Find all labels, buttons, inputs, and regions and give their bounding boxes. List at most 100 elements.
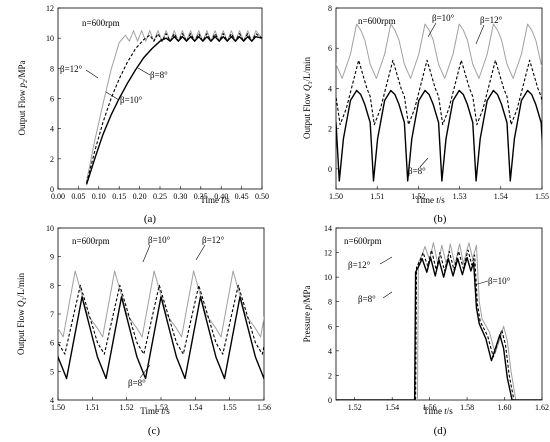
panel-c-ytick-label: 7 [50, 310, 54, 319]
panel-a-annotation: n=600rpm [82, 18, 120, 28]
panel-c: 1.50 1.51 1.52 1.53 1.54 1.55 1.56 4 5 6 7 8 9 10 n=6… [16, 224, 271, 437]
panel-a-series-1 [86, 33, 262, 184]
panel-a-xtick-label: 0.45 [235, 192, 249, 201]
panel-d-caption: (d) [434, 425, 447, 437]
panel-c-arrow-b8 [139, 364, 151, 379]
panel-d-ytick-label: 10 [324, 273, 332, 282]
panel-c-xtick-label: 1.54 [188, 403, 202, 412]
panel-a-ytick-label: 2 [50, 155, 54, 164]
panel-c-ytick-label: 9 [50, 253, 54, 262]
panel-c-ylabel: Output Flow Q1/L/min [16, 272, 28, 355]
panel-c-ticks: 1.50 1.51 1.52 1.53 1.54 1.55 1.56 4 5 6 7 8 9 10 [46, 224, 271, 412]
panel-b-arrow-b8 [419, 157, 429, 168]
panel-c-ytick-label: 4 [50, 396, 54, 405]
panel-b-ytick-label: 4 [328, 84, 332, 93]
panel-b-xtick-label: 1.53 [453, 192, 467, 201]
panel-d-series [336, 242, 542, 400]
panel-a-xtick-label: 0.50 [255, 192, 269, 201]
panel-a-xtick-label: 0.05 [71, 192, 85, 201]
panel-d-ytick-label: 14 [324, 224, 332, 233]
panel-b-ytick-label: 6 [328, 44, 332, 53]
panel-c-xtick-label: 1.53 [154, 403, 168, 412]
panel-d-label-b10: β=10° [488, 276, 511, 286]
panel-a-label-b12: β=12° [60, 64, 83, 74]
panel-b-ticks: 1.50 1.51 1.52 1.53 1.54 1.55 0 2 4 6 8 [328, 4, 549, 201]
panel-d-label-b12: β=12° [348, 260, 371, 270]
panel-c-label-b10: β=10° [148, 235, 171, 245]
panel-a-xtick-label: 0.35 [194, 192, 208, 201]
panel-d-ytick-label: 8 [328, 298, 332, 307]
panel-b-series-0 [336, 23, 542, 79]
panel-d: 1.52 1.54 1.56 1.58 1.60 1.62 0 2 4 6 8 10 12 14 n=60… [302, 224, 549, 437]
panel-a-ytick-label: 0 [50, 185, 54, 194]
panel-a-xtick-label: 0.30 [173, 192, 187, 201]
panel-c-xtick-label: 1.51 [85, 403, 99, 412]
panel-b-xtick-label: 1.52 [411, 192, 425, 201]
panel-d-arrow-b10 [473, 280, 489, 286]
panel-a-xtick-label: 0.25 [153, 192, 167, 201]
panel-a-caption: (a) [144, 213, 157, 225]
panel-c-series [58, 270, 264, 380]
panel-d-arrow-b12 [379, 256, 393, 265]
panel-b-ylabel: Output Flow Q1/L/min [302, 56, 314, 139]
panel-d-xtick-label: 1.54 [385, 403, 399, 412]
panel-a-ytick-label: 12 [46, 4, 54, 13]
panel-a-label-b10: β=10° [120, 95, 143, 105]
panel-b-label-b8: β=8° [408, 166, 426, 176]
panel-b-xtick-label: 1.54 [494, 192, 508, 201]
panel-a-ticks: 0.00 0.05 0.10 0.15 0.20 0.25 0.30 0.35 0.40 0.45… [46, 4, 269, 201]
panel-b-xtick-label: 1.50 [329, 192, 343, 201]
panel-b: 1.50 1.51 1.52 1.53 1.54 1.55 0 2 4 6 8 n=600rpm O… [302, 4, 549, 225]
panel-a-ytick-label: 8 [50, 64, 54, 73]
panel-d-xtick-label: 1.60 [498, 403, 512, 412]
panel-c-xtick-label: 1.55 [223, 403, 237, 412]
panel-d-label-b8: β=8° [358, 294, 376, 304]
panel-d-ytick-label: 6 [328, 322, 332, 331]
panel-c-xlabel: Time t/s [140, 406, 170, 416]
panel-c-xtick-label: 1.50 [51, 403, 65, 412]
panel-a-arrow-b8 [137, 67, 151, 76]
panel-a-arrow-b12 [85, 69, 99, 79]
panel-b-ytick-label: 8 [328, 4, 332, 13]
panel-a-series [85, 30, 262, 185]
panel-d-xtick-label: 1.62 [535, 403, 549, 412]
panel-a-arrow-b10 [105, 91, 120, 101]
panel-a-ytick-label: 10 [46, 34, 54, 43]
panel-a-label-b8: β=8° [150, 70, 168, 80]
panel-a-ylabel: Output Flow p2/MPa [17, 60, 29, 135]
panel-d-ytick-label: 0 [328, 396, 332, 405]
panel-a-ytick-label: 4 [50, 125, 54, 134]
panel-a-xtick-label: 0.40 [214, 192, 228, 201]
panel-c-annotation: n=600rpm [72, 236, 110, 246]
panel-a-series-2 [85, 35, 262, 185]
panel-d-xtick-label: 1.56 [423, 403, 437, 412]
panel-d-series-2 [336, 256, 542, 400]
panel-b-arrow-b12 [475, 24, 485, 45]
panel-c-ytick-label: 6 [50, 339, 54, 348]
panel-c-ytick-label: 5 [50, 367, 54, 376]
panel-b-xtick-label: 1.55 [535, 192, 549, 201]
panel-c-xtick-label: 1.52 [120, 403, 134, 412]
panel-c-series-1 [58, 284, 264, 355]
panel-c-arrow-b10 [142, 244, 151, 263]
panel-b-arrow-b10 [427, 22, 437, 38]
panel-a-ytick-label: 6 [50, 95, 54, 104]
panel-a-xtick-label: 0.15 [112, 192, 126, 201]
panel-d-series-1 [336, 249, 542, 400]
panel-c-label-b12: β=12° [202, 235, 225, 245]
panel-a-xtick-label: 0.00 [51, 192, 65, 201]
panel-d-ytick-label: 12 [324, 249, 332, 258]
panel-c-arrow-b12 [195, 244, 206, 261]
panel-a-xtick-label: 0.10 [92, 192, 106, 201]
panel-d-series-0 [336, 242, 542, 400]
panel-b-xtick-label: 1.51 [370, 192, 384, 201]
panel-d-ytick-label: 2 [328, 371, 332, 380]
panel-c-ytick-label: 8 [50, 281, 54, 290]
panel-c-series-2 [58, 296, 264, 380]
panel-a-series-0 [86, 30, 262, 182]
panel-b-label-b10: β=10° [432, 13, 455, 23]
panel-b-label-b12: β=12° [480, 15, 503, 25]
panel-c-caption: (c) [148, 425, 161, 437]
panel-b-series [336, 23, 542, 182]
panel-b-annotation: n=600rpm [358, 16, 396, 26]
